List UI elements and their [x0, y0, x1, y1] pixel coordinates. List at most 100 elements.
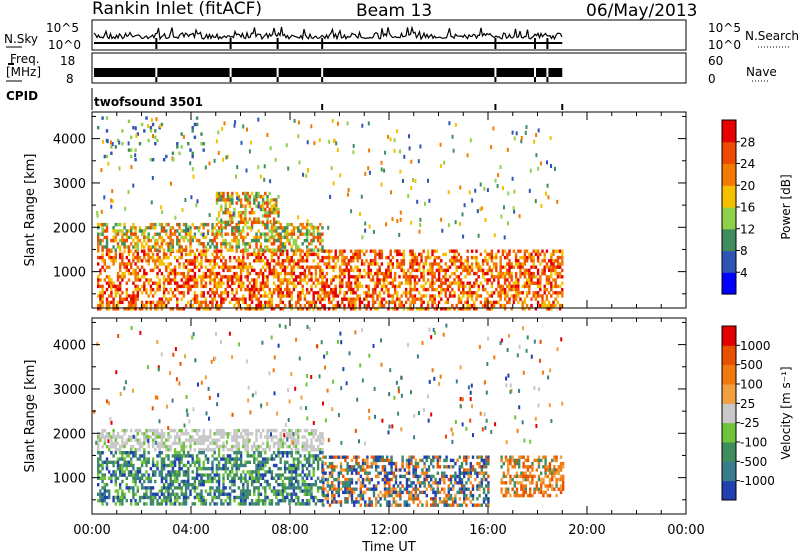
nsky-panel-frame [91, 19, 687, 51]
power-data-cell [264, 245, 267, 249]
velocity-data-cell [187, 486, 190, 490]
power-data-cell [103, 245, 106, 249]
power-data-cell [195, 284, 199, 289]
power-data-cell [123, 242, 126, 246]
power-data-cell [224, 245, 227, 249]
power-data-cell [508, 297, 511, 301]
velocity-data-cell [167, 473, 170, 477]
power-sparse-cell [184, 198, 187, 202]
power-data-cell [264, 207, 267, 212]
power-data-cell [202, 242, 205, 246]
velocity-data-cell [130, 470, 133, 474]
power-data-cell [321, 238, 324, 243]
power-data-cell [149, 222, 153, 227]
power-data-cell [169, 229, 172, 233]
velocity-data-cell [108, 476, 111, 480]
power-sparse-cell [417, 159, 420, 164]
power-data-cell [130, 303, 133, 308]
power-data-cell [422, 249, 425, 253]
power-sparse-cell [223, 121, 226, 126]
velocity-data-cell [310, 428, 313, 433]
power-data-cell [266, 195, 269, 199]
power-data-cell [486, 281, 489, 285]
power-data-cell [468, 271, 472, 276]
power-data-cell [121, 229, 124, 233]
power-data-cell [211, 222, 214, 227]
power-colorbar-swatch [722, 207, 736, 230]
velocity-data-cell [140, 444, 144, 449]
power-data-cell [110, 278, 113, 282]
power-data-cell [321, 281, 324, 285]
power-data-cell [242, 226, 245, 230]
power-data-cell [121, 271, 124, 276]
power-data-cell [547, 291, 551, 295]
power-data-cell [444, 294, 447, 298]
power-data-cell [501, 291, 505, 295]
power-data-cell [356, 255, 359, 260]
power-data-cell [275, 284, 278, 289]
power-data-cell [158, 222, 161, 227]
velocity-data-cell [173, 479, 177, 484]
power-data-cell [268, 214, 271, 218]
power-sparse-cell [147, 124, 150, 128]
power-data-cell [429, 262, 432, 266]
power-data-cell [475, 255, 478, 260]
power-data-cell [517, 278, 520, 282]
velocity-data-cell [138, 479, 142, 484]
power-data-cell [477, 284, 480, 289]
velocity-data-cell [270, 457, 274, 461]
power-data-cell [231, 198, 234, 202]
velocity-data-cell [250, 432, 254, 436]
power-data-cell [272, 281, 276, 285]
power-data-cell [277, 226, 280, 230]
velocity-data-cell [160, 499, 164, 503]
velocity-data-cell [255, 502, 258, 506]
velocity-data-cell [202, 428, 205, 433]
power-data-cell [191, 238, 194, 243]
power-data-cell [143, 252, 146, 257]
velocity-data-cell [195, 460, 199, 464]
power-data-cell [475, 278, 478, 282]
power-data-cell [191, 297, 194, 301]
power-data-cell [121, 255, 124, 260]
power-data-cell [534, 307, 538, 311]
velocity-data-cell [303, 489, 307, 493]
power-data-cell [162, 275, 166, 279]
velocity-data-layer [93, 323, 565, 507]
power-sparse-cell [275, 206, 278, 211]
power-data-cell [470, 284, 474, 289]
power-data-cell [508, 300, 511, 305]
power-data-cell [283, 271, 287, 276]
power-data-cell [193, 122, 197, 127]
power-data-cell [237, 265, 241, 269]
power-data-cell [440, 291, 443, 295]
power-data-cell [378, 252, 381, 257]
velocity-data-cell [283, 495, 287, 500]
power-data-cell [312, 259, 315, 263]
power-colorbar-swatch [722, 163, 736, 186]
velocity-data-cell [217, 489, 221, 493]
power-data-cell [228, 220, 232, 224]
velocity-data-cell [242, 435, 245, 439]
power-data-cell [371, 297, 375, 301]
power-data-cell [264, 281, 267, 285]
power-data-cell [242, 294, 245, 298]
velocity-data-cell [101, 444, 104, 449]
power-colorbar-tick-label: 16 [740, 201, 755, 215]
velocity-data-cell [154, 479, 157, 484]
velocity-data-cell [151, 432, 155, 436]
power-data-cell [332, 259, 335, 263]
power-data-cell [154, 232, 157, 236]
power-sparse-cell [544, 191, 547, 196]
velocity-data-cell [346, 490, 349, 495]
velocity-data-cell [204, 438, 208, 442]
power-data-cell [466, 281, 469, 285]
power-data-cell [514, 284, 518, 289]
power-data-cell [145, 291, 148, 295]
power-data-cell [119, 248, 122, 252]
velocity-data-cell [160, 486, 164, 490]
power-data-cell [209, 294, 212, 298]
power-data-cell [310, 275, 313, 279]
power-data-cell [503, 255, 507, 260]
power-data-cell [444, 281, 447, 285]
